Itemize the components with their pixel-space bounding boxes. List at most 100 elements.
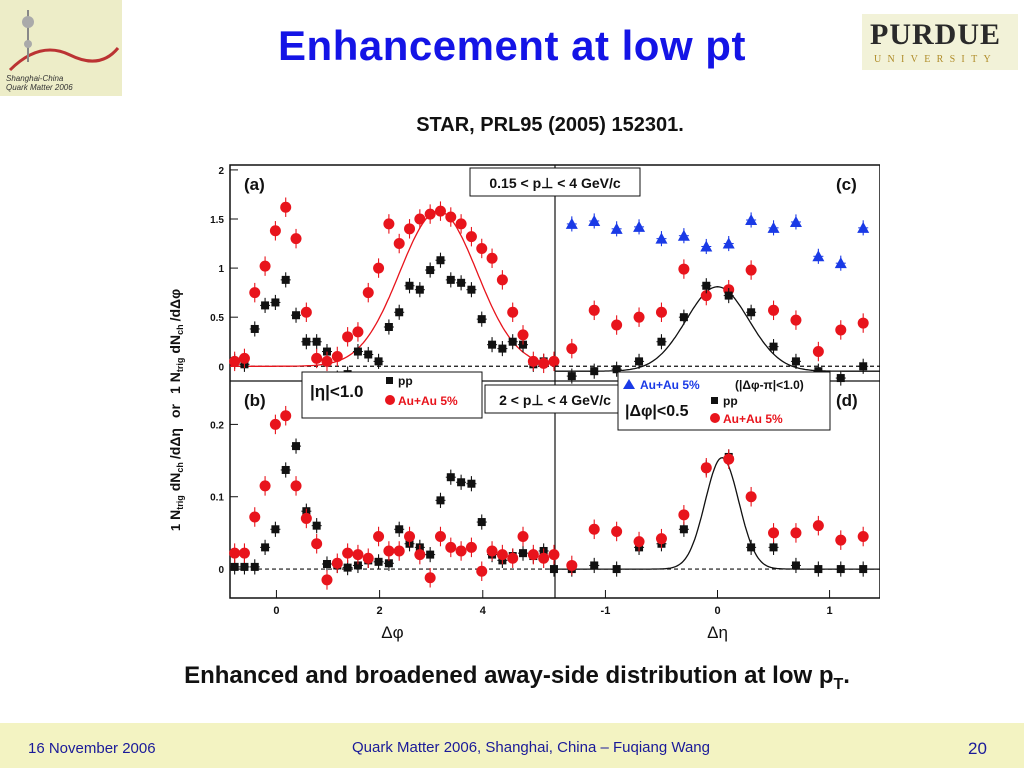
auau-point [588,304,600,316]
pp-point [567,372,576,381]
y-tick-label: 0 [218,565,224,576]
pp-point [612,365,621,374]
y-axis-label: 1NtrigdNch/dΔηor1NtrigdNch/dΔφ [167,289,185,531]
auau-point [566,559,578,571]
skyline-icon [8,10,120,72]
pp-point [261,301,270,310]
pp-point [250,324,259,333]
pp-point [436,496,445,505]
pp-point [519,549,528,558]
auau-point [538,357,550,369]
auau-point [455,545,467,557]
pp-point [549,565,558,574]
auau-point [465,541,477,553]
auau-point [655,533,667,545]
pp-point [859,362,868,371]
citation: STAR, PRL95 (2005) 152301. [416,114,684,136]
auau-point [517,531,529,543]
pp-point [281,465,290,474]
panel-2: (c) [555,175,880,386]
pp-point [384,559,393,568]
auau-point [476,242,488,254]
auau-point [269,418,281,430]
legend-b-pp-marker [386,377,393,384]
auau-away-point [633,220,646,232]
auau-point [548,355,560,367]
auau-point [768,304,780,316]
auau-point [527,355,539,367]
auau-away-point [677,229,690,241]
pp-point [612,565,621,574]
auau-point [507,306,519,318]
y-tick-label: 2 [218,166,224,177]
pp-point [446,275,455,284]
auau-point [404,223,416,235]
panel-label: (b) [244,391,266,410]
pp-point [498,344,507,353]
legend-d-eta-cut: |Δφ|<0.5 [625,403,689,420]
y-tick-label: 0 [218,362,224,373]
pp-point [467,285,476,294]
auau-point [434,531,446,543]
panel-label: (d) [836,391,858,410]
auau-point [424,572,436,584]
auau-away-point [722,237,735,249]
auau-point [300,512,312,524]
pp-point [426,550,435,559]
pp-point [859,565,868,574]
pp-point [271,525,280,534]
auau-point [548,549,560,561]
x-tick-label: 4 [480,605,487,617]
auau-point [229,547,241,559]
auau-away-point [789,215,802,227]
auau-point [342,547,354,559]
pp-point [724,291,733,300]
pp-point [446,473,455,482]
x-tick-label: 1 [827,605,833,617]
pp-point [467,479,476,488]
pp-point [702,281,711,290]
auau-away-point [655,232,668,244]
auau-point [311,538,323,550]
auau-point [633,311,645,323]
auau-point [538,552,550,564]
auau-point [414,549,426,561]
auau-point [300,306,312,318]
auau-point [812,346,824,358]
auau-point [269,225,281,237]
caption-subscript: T [833,675,844,693]
x-tick-label: 2 [377,605,383,617]
auau-away-point [700,240,713,252]
auau-point [238,352,250,364]
x-axis-label: Δη [707,623,728,642]
auau-point [507,552,519,564]
pp-point [836,374,845,383]
auau-point [229,355,241,367]
x-tick-label: 0 [714,605,720,617]
auau-point [611,525,623,537]
purdue-wordmark: PURDUE [870,18,1001,51]
auau-away-point [565,217,578,229]
pp-point [353,561,362,570]
pp-point [657,337,666,346]
auau-point [566,343,578,355]
footer-date: 16 November 2006 [28,740,156,757]
pp-point [240,562,249,571]
legend-b-pp-label: pp [398,374,413,388]
pp-point [395,525,404,534]
purdue-subtitle: UNIVERSITY [874,54,997,65]
pp-point [250,562,259,571]
auau-point [496,274,508,286]
auau-point [331,350,343,362]
auau-point [611,319,623,331]
auau-point [678,509,690,521]
panel-3: -1 0 1 Δη (d) [555,391,880,642]
auau-point [455,218,467,230]
pp-point [457,478,466,487]
auau-away-point [610,222,623,234]
y-tick-label: 0.2 [210,420,224,431]
pp-point [769,543,778,552]
pp-point [791,357,800,366]
auau-point [414,213,426,225]
auau-point [321,355,333,367]
